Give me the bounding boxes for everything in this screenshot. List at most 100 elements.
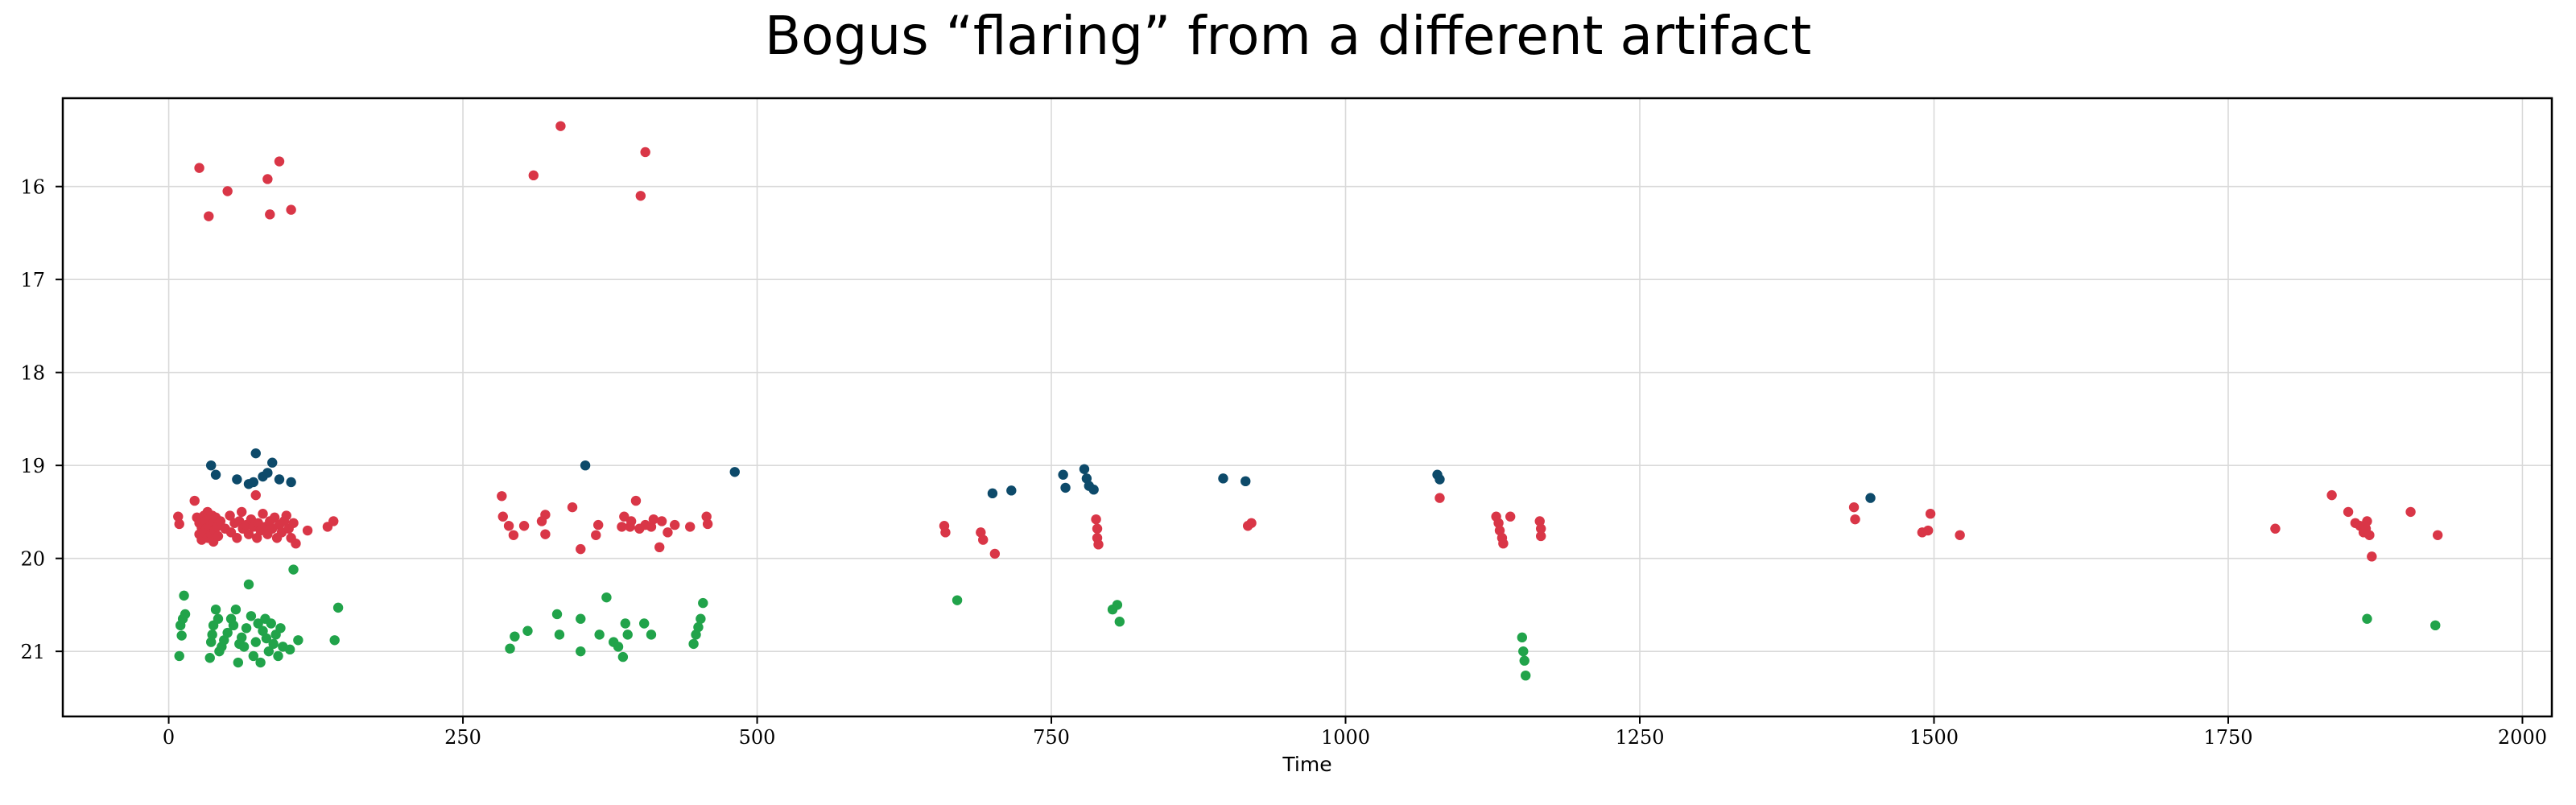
data-point xyxy=(252,533,262,543)
axis-ticks: 0 250 500 750 1000 1250 1500 1750 2000 16 17 18 19 20… xyxy=(20,176,2547,749)
data-point xyxy=(688,638,699,650)
data-point xyxy=(215,516,226,526)
data-point xyxy=(987,488,998,499)
data-point xyxy=(567,502,578,513)
data-point xyxy=(510,631,520,642)
data-point xyxy=(261,633,272,644)
data-point xyxy=(1922,525,1934,536)
x-tick-label: 250 xyxy=(444,726,481,749)
data-point xyxy=(262,174,273,184)
data-point xyxy=(640,147,650,158)
data-point xyxy=(2432,530,2443,540)
data-point xyxy=(685,522,696,532)
data-point xyxy=(648,514,659,525)
data-point xyxy=(228,620,239,631)
data-point xyxy=(248,477,259,488)
data-point xyxy=(576,646,586,657)
data-point xyxy=(1112,600,1123,610)
data-point xyxy=(1505,511,1516,522)
data-point xyxy=(619,511,630,522)
data-point xyxy=(329,635,340,646)
data-point xyxy=(232,533,242,543)
data-point xyxy=(286,204,296,215)
data-point xyxy=(222,186,233,196)
data-point xyxy=(241,623,252,634)
data-point xyxy=(230,604,242,615)
data-point xyxy=(243,529,254,539)
data-point xyxy=(635,191,646,201)
data-point xyxy=(332,602,344,613)
data-point xyxy=(1498,538,1509,549)
x-tick-label: 2000 xyxy=(2498,726,2547,749)
data-point xyxy=(250,448,261,459)
data-point xyxy=(213,530,224,542)
data-point xyxy=(255,657,266,668)
data-point xyxy=(237,632,247,643)
data-point xyxy=(1093,539,1104,550)
data-point xyxy=(180,609,191,620)
data-point xyxy=(505,643,515,654)
data-point xyxy=(1435,493,1445,503)
data-point xyxy=(2430,620,2441,631)
data-point xyxy=(238,642,250,652)
data-point xyxy=(207,630,217,640)
data-point xyxy=(189,495,200,506)
data-point xyxy=(620,618,631,629)
data-point xyxy=(654,542,665,553)
data-point xyxy=(594,630,605,640)
data-point xyxy=(246,611,257,621)
data-point xyxy=(656,516,667,526)
data-point xyxy=(1493,518,1504,528)
data-point xyxy=(540,510,551,520)
data-point xyxy=(265,209,275,220)
data-point xyxy=(670,519,680,530)
x-tick-label: 500 xyxy=(739,726,776,749)
data-point xyxy=(592,519,604,530)
data-point xyxy=(952,595,963,605)
data-point xyxy=(508,530,519,540)
data-point xyxy=(522,625,533,636)
data-point xyxy=(940,527,951,538)
data-point xyxy=(1218,473,1228,484)
data-point xyxy=(580,460,591,471)
data-point xyxy=(219,635,229,646)
data-point xyxy=(613,642,624,652)
data-point xyxy=(1518,646,1529,657)
data-point xyxy=(258,625,268,636)
data-point xyxy=(2343,506,2354,518)
x-tick-label: 1250 xyxy=(1615,726,1664,749)
data-point xyxy=(206,460,217,471)
data-point xyxy=(1925,509,1936,519)
x-tick-label: 1000 xyxy=(1321,726,1370,749)
data-point xyxy=(1006,485,1017,496)
data-point xyxy=(274,474,285,485)
x-axis-label: Time xyxy=(1282,753,1331,776)
data-point xyxy=(269,512,280,523)
data-point xyxy=(2362,516,2372,526)
data-point xyxy=(210,469,221,480)
data-points xyxy=(173,121,2443,681)
data-point xyxy=(617,522,627,532)
data-point xyxy=(263,646,275,657)
data-point xyxy=(554,630,565,640)
data-point xyxy=(1241,476,1251,487)
data-point xyxy=(729,467,740,477)
data-point xyxy=(503,521,514,531)
chart-title: Bogus “flaring” from a different artifac… xyxy=(764,5,1812,67)
data-point xyxy=(2270,523,2281,534)
data-point xyxy=(1114,617,1125,627)
y-tick-label: 21 xyxy=(20,641,45,663)
data-point xyxy=(528,170,539,181)
y-tick-label: 17 xyxy=(20,269,45,291)
data-point xyxy=(286,477,296,488)
data-point xyxy=(646,630,657,640)
data-point xyxy=(281,510,291,521)
data-point xyxy=(696,613,706,624)
data-point xyxy=(1535,523,1546,534)
data-point xyxy=(497,491,507,502)
data-point xyxy=(250,637,261,647)
data-point xyxy=(497,511,508,522)
data-point xyxy=(2362,613,2372,624)
data-point xyxy=(204,211,214,221)
